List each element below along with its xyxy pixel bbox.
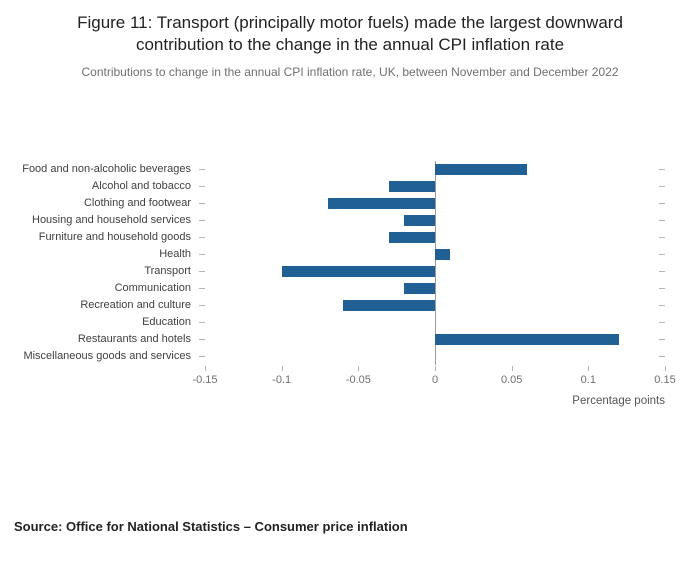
x-tick <box>665 366 666 371</box>
category-label: Clothing and footwear <box>83 197 191 209</box>
bar-row <box>199 161 665 178</box>
x-axis: Percentage points -0.15 -0.1 -0.05 0 0.05 0.1… <box>192 365 676 415</box>
x-tick <box>205 366 206 371</box>
category-label: Health <box>159 248 191 260</box>
bar-row <box>199 297 665 314</box>
category-label: Food and non-alcoholic beverages <box>22 163 191 175</box>
bar-row <box>199 229 665 246</box>
x-tick <box>281 366 283 371</box>
bar-negative <box>389 181 435 192</box>
x-tick-label: -0.1 <box>272 374 292 386</box>
x-tick-label: -0.05 <box>345 374 371 386</box>
category-label: Recreation and culture <box>80 299 191 311</box>
x-tick <box>435 366 436 371</box>
category-label: Housing and household services <box>32 214 191 226</box>
category-label: Restaurants and hotels <box>77 333 191 345</box>
bar-row <box>199 212 665 229</box>
bar-row <box>199 280 665 297</box>
bar-positive <box>435 249 451 260</box>
bar-chart: Food and non-alcoholic beverages Alcohol … <box>0 161 676 415</box>
bar-negative <box>281 266 435 277</box>
x-tick-label: 0.05 <box>500 374 523 386</box>
category-label: Miscellaneous goods and services <box>23 350 191 362</box>
x-tick-label: 0 <box>431 374 439 386</box>
bar-row <box>199 348 665 365</box>
bar-negative <box>327 198 435 209</box>
bar-positive <box>435 334 619 345</box>
bar-row <box>199 331 665 348</box>
category-label: Alcohol and tobacco <box>91 180 191 192</box>
chart-body: Food and non-alcoholic beverages Alcohol … <box>0 161 665 365</box>
x-tick-label: -0.15 <box>192 374 218 386</box>
figure-container: Figure 11: Transport (principally motor … <box>0 12 700 534</box>
bar-row <box>199 195 665 212</box>
plot-area <box>199 161 665 365</box>
category-label: Furniture and household goods <box>38 231 191 243</box>
bar-negative <box>404 283 435 294</box>
x-tick-label: 0.15 <box>654 374 676 386</box>
bar-row <box>199 263 665 280</box>
x-axis-title: Percentage points <box>572 395 665 407</box>
bar-negative <box>389 232 435 243</box>
x-tick <box>358 366 360 371</box>
bar-row <box>199 178 665 195</box>
category-label: Education <box>142 316 191 328</box>
x-tick <box>511 366 513 371</box>
bar-positive <box>435 164 527 175</box>
bar-row <box>199 314 665 331</box>
chart-subtitle: Contributions to change in the annual CP… <box>81 65 619 80</box>
chart-title: Figure 11: Transport (principally motor … <box>77 13 623 55</box>
bar-negative <box>343 300 435 311</box>
source-text: Source: Office for National Statistics –… <box>14 519 408 534</box>
category-label: Transport <box>144 265 191 277</box>
bar-negative <box>404 215 435 226</box>
category-axis: Food and non-alcoholic beverages Alcohol … <box>0 161 205 365</box>
x-tick-label: 0.1 <box>580 374 596 386</box>
category-label: Communication <box>114 282 191 294</box>
x-tick <box>588 366 590 371</box>
bar-row <box>199 246 665 263</box>
zero-line <box>435 161 436 365</box>
